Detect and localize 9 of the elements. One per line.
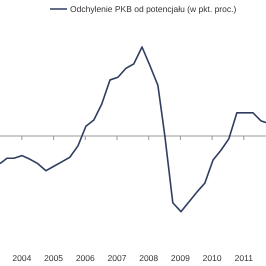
x-tick-label: 2011: [234, 253, 254, 263]
x-tick-label: 2009: [170, 253, 190, 263]
legend-label: Odchylenie PKB od potencjału (w pkt. proc.): [70, 4, 236, 14]
x-tick-label: 2006: [76, 253, 96, 263]
x-tick-label: 2010: [202, 253, 222, 263]
x-tick-label: 2007: [108, 253, 127, 263]
x-tick-label: 2005: [44, 253, 64, 263]
x-tick-label: 2008: [139, 253, 158, 263]
x-tick-label: 2004: [12, 253, 32, 263]
